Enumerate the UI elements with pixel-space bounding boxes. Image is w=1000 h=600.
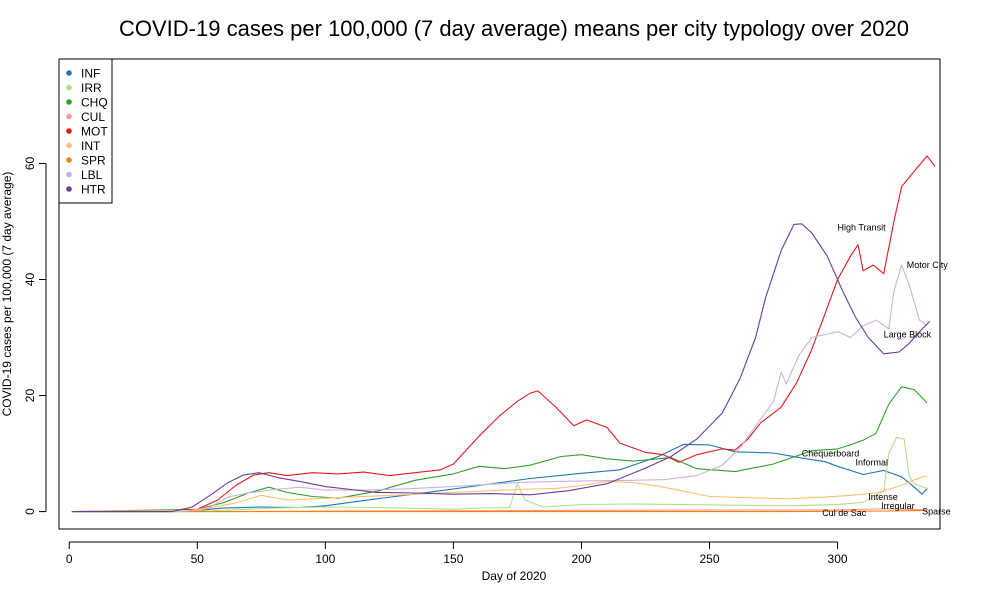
series-line-chq: [71, 386, 928, 513]
x-tick-label: 150: [443, 552, 463, 566]
legend-swatch-htr: [66, 186, 72, 192]
legend-label-lbl: LBL: [81, 168, 103, 182]
series-line-spr: [71, 509, 928, 513]
y-tick-label: 40: [23, 272, 37, 286]
legend-swatch-chq: [66, 99, 72, 105]
legend-swatch-spr: [66, 157, 72, 163]
y-axis-title: COVID-19 cases per 100,000 (7 day averag…: [0, 172, 14, 417]
annotation-label: Intense: [868, 492, 898, 502]
legend-label-int: INT: [81, 139, 101, 153]
legend-label-spr: SPR: [81, 154, 106, 168]
annotation-label: Cul de Sac: [822, 508, 867, 518]
legend-label-htr: HTR: [81, 183, 106, 197]
legend-swatch-cul: [66, 113, 72, 120]
legend-label-irr: IRR: [81, 81, 102, 95]
legend-swatch-lbl: [66, 171, 72, 178]
x-axis-title: Day of 2020: [482, 569, 547, 583]
legend-label-inf: INF: [81, 67, 100, 81]
annotation-layer: High Transit Motor City Large Block Chequer…: [802, 222, 951, 517]
x-tick-label: 300: [828, 552, 848, 566]
legend-label-cul: CUL: [81, 110, 105, 124]
x-tick-label: 100: [315, 552, 335, 566]
legend-label-chq: CHQ: [81, 96, 108, 110]
annotation-label: Chequerboard: [802, 449, 860, 459]
annotation-label: Sparse: [922, 507, 951, 517]
series-line-mot: [71, 155, 936, 513]
y-tick-label: 0: [23, 508, 37, 515]
series-line-inf: [71, 443, 928, 513]
annotation-label: Informal: [855, 457, 888, 467]
legend-swatch-irr: [66, 84, 72, 91]
series-line-htr: [71, 223, 931, 513]
chart-title: COVID-19 cases per 100,000 (7 day averag…: [119, 16, 909, 41]
annotation-label: High Transit: [838, 222, 887, 232]
series-line-lbl: [71, 264, 928, 513]
y-tick-label: 20: [23, 389, 37, 403]
series-line-irr: [71, 436, 928, 513]
plot-frame: [58, 58, 941, 530]
x-axis: 0 50 100 150 200 250 300: [66, 541, 848, 566]
annotation-label: Motor City: [907, 260, 949, 270]
x-tick-label: 50: [191, 552, 205, 566]
legend-label-mot: MOT: [81, 125, 108, 139]
x-tick-label: 200: [571, 552, 591, 566]
annotation-label: Large Block: [884, 330, 932, 340]
y-tick-label: 60: [23, 156, 37, 170]
legend-swatch-inf: [66, 70, 72, 76]
y-axis: 0 20 40 60: [23, 156, 47, 515]
legend-swatch-int: [66, 142, 72, 149]
x-tick-label: 250: [699, 552, 719, 566]
series-line-int: [71, 475, 928, 513]
x-tick-label: 0: [66, 552, 73, 566]
annotation-label: Irregular: [881, 501, 915, 511]
series-layer: [71, 155, 936, 513]
legend-swatch-mot: [66, 128, 72, 134]
